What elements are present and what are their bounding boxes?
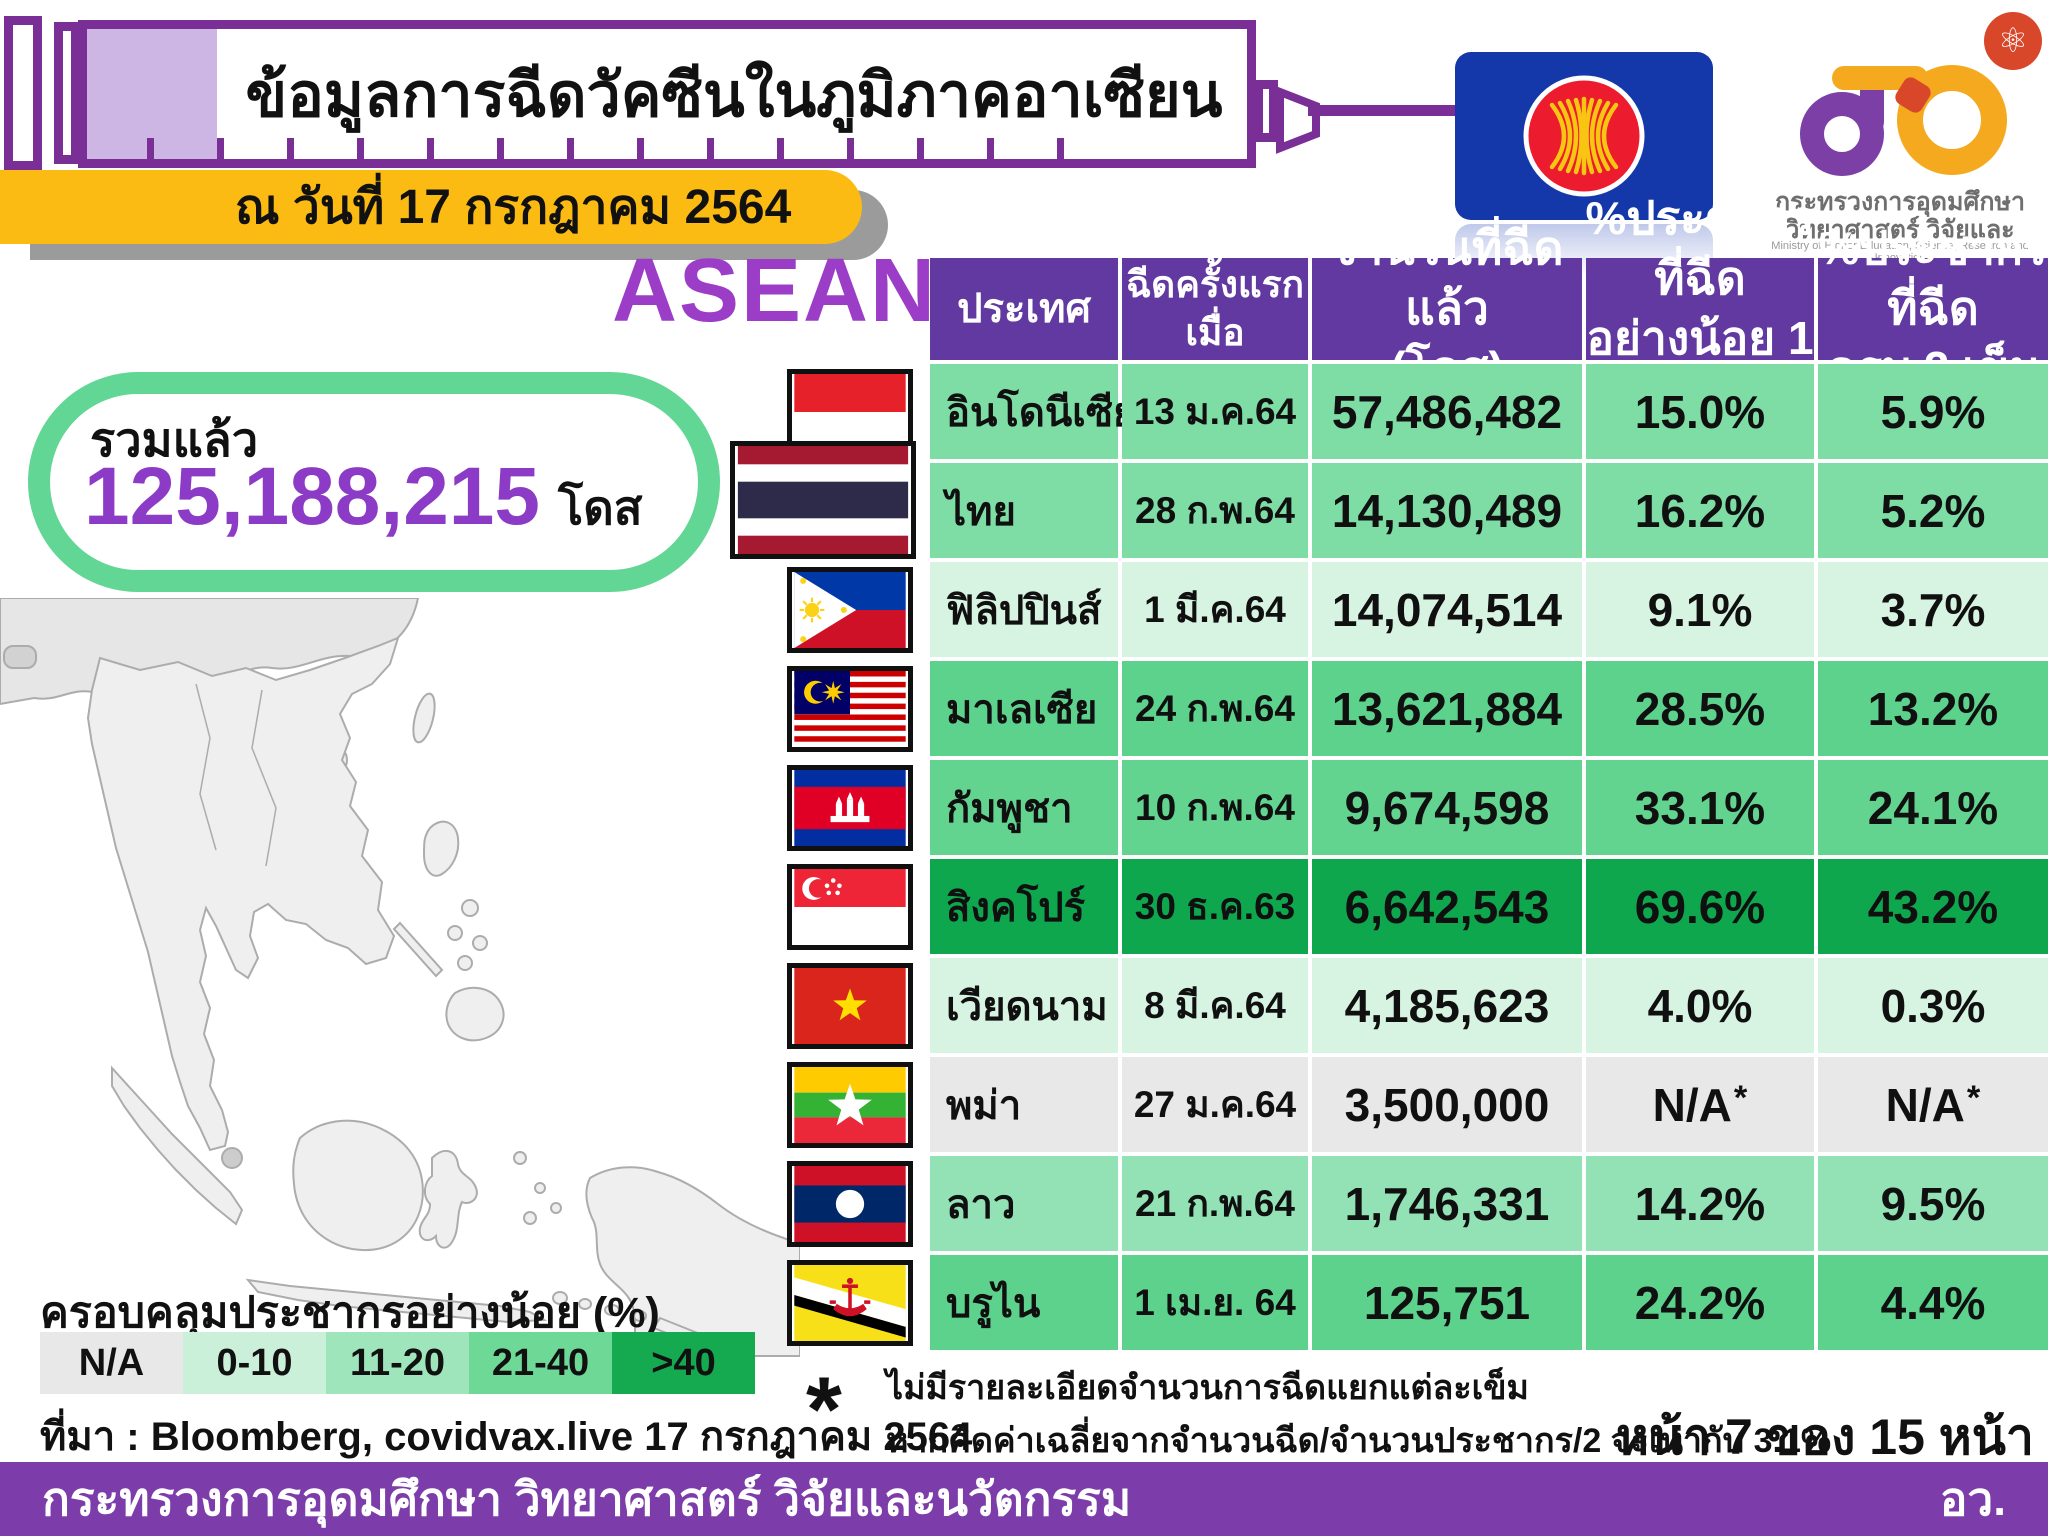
legend-band-0-10: 0-10 bbox=[183, 1332, 326, 1394]
syringe-tick bbox=[1057, 138, 1064, 159]
table-row: สิงคโปร์ 30 ธ.ค.63 6,642,543 69.6% 43.2% bbox=[930, 859, 2048, 954]
na-footnote-marker: * bbox=[1966, 1079, 1981, 1117]
syringe-plunger-inner bbox=[54, 22, 80, 164]
page-indicator: หน้า 7 ของ 15 หน้า bbox=[1615, 1409, 2034, 1465]
table-row: บรูไน 1 เม.ย. 64 125,751 24.2% 4.4% bbox=[930, 1255, 2048, 1350]
total-unit: โดส bbox=[558, 481, 643, 534]
total-doses-card: รวมแล้ว 125,188,215 โดส bbox=[28, 372, 720, 592]
asean-flag-logo bbox=[1455, 52, 1713, 220]
table-row: เวียดนาม 8 มี.ค.64 4,185,623 4.0% 0.3% bbox=[930, 958, 2048, 1053]
as-of-date-banner: ณ วันที่ 17 กรกฎาคม 2564 bbox=[0, 170, 862, 244]
syringe-barrel: ข้อมูลการฉีดวัคซีนในภูมิภาคอาเซียน bbox=[78, 20, 1256, 168]
col-header-first-dose-date: ฉีดครั้งแรก เมื่อ bbox=[1122, 258, 1308, 360]
col-header-pct-1dose: %ประชากรที่ฉีดอย่างน้อย 1 เข็ม bbox=[1585, 192, 1815, 423]
footer-ministry-abbr: อว. bbox=[1939, 1472, 2006, 1525]
syringe-tick bbox=[147, 138, 154, 159]
footer-bar: กระทรวงการอุดมศึกษา วิทยาศาสตร์ วิจัยและ… bbox=[0, 1462, 2048, 1536]
mhesi-logo-mark-icon bbox=[1800, 65, 2007, 176]
footnote-line1: ไม่มีรายละเอียดจำนวนการฉีดแยกแต่ละเข็ม bbox=[886, 1369, 1529, 1407]
syringe-needle bbox=[1308, 105, 1508, 116]
legend-band-21-40: 21-40 bbox=[469, 1332, 612, 1394]
syringe-nozzle-tip-icon bbox=[1276, 86, 1320, 154]
syringe-tick bbox=[497, 138, 504, 159]
syringe-tick bbox=[847, 138, 854, 159]
flag-myanmar-icon bbox=[785, 1057, 915, 1152]
table-row: ไทย 28 ก.พ.64 14,130,489 16.2% 5.2% bbox=[930, 463, 2048, 558]
flag-cambodia-icon bbox=[785, 760, 915, 855]
footnote: ไม่มีรายละเอียดจำนวนการฉีดแยกแต่ละเข็ม ห… bbox=[886, 1362, 1831, 1467]
syringe-tick bbox=[777, 138, 784, 159]
col-header-pct-2dose: %ประชากรที่ฉีดครบ 2 เข็ม bbox=[1818, 222, 2048, 394]
total-value-row: 125,188,215 โดส bbox=[84, 450, 642, 545]
legend-band-40plus: >40 bbox=[612, 1332, 755, 1394]
flag-philippines-icon bbox=[785, 562, 915, 657]
syringe-tick bbox=[637, 138, 644, 159]
syringe-tick bbox=[287, 138, 294, 159]
flag-thailand-icon bbox=[728, 440, 918, 559]
col-header-doses: จำนวนที่ฉีดแล้ว(โดส) bbox=[1312, 222, 1582, 394]
syringe-tick bbox=[567, 138, 574, 159]
syringe-tick bbox=[917, 138, 924, 159]
table-row: มาเลเซีย 24 ก.พ.64 13,621,884 28.5% 13.2… bbox=[930, 661, 2048, 756]
legend-band-11-20: 11-20 bbox=[326, 1332, 469, 1394]
legend-title: ครอบคลุมประชากรอย่างน้อย (%) bbox=[40, 1289, 660, 1337]
syringe-tick bbox=[217, 138, 224, 159]
legend-band-na: N/A bbox=[40, 1332, 183, 1394]
na-footnote-marker: * bbox=[1733, 1079, 1748, 1117]
total-value: 125,188,215 bbox=[84, 451, 541, 542]
source-citation: ที่มา : Bloomberg, covidvax.live 17 กรกฎ… bbox=[40, 1415, 973, 1459]
syringe-tick bbox=[707, 138, 714, 159]
table-row: ลาว 21 ก.พ.64 1,746,331 14.2% 9.5% bbox=[930, 1156, 2048, 1251]
page-title: ข้อมูลการฉีดวัคซีนในภูมิภาคอาเซียน bbox=[245, 60, 1223, 129]
flag-singapore-icon bbox=[785, 859, 915, 954]
table-row: ฟิลิปปินส์ 1 มี.ค.64 14,074,514 9.1% 3.7… bbox=[930, 562, 2048, 657]
col-header-country: ประเทศ bbox=[930, 258, 1118, 360]
table-row: อินโดนีเซีย 13 ม.ค.64 57,486,482 15.0% 5… bbox=[930, 364, 2048, 459]
table-row: พม่า 27 ม.ค.64 3,500,000 N/A * N/A * bbox=[930, 1057, 2048, 1152]
flag-malaysia-icon bbox=[785, 661, 915, 756]
syringe-plunger-outer bbox=[4, 16, 42, 170]
legend-scale: N/A 0-10 11-20 21-40 >40 bbox=[40, 1332, 755, 1394]
flag-brunei-icon bbox=[785, 1255, 915, 1350]
syringe-tick bbox=[987, 138, 994, 159]
flag-vietnam-icon bbox=[785, 958, 915, 1053]
as-of-date-text: ณ วันที่ 17 กรกฎาคม 2564 bbox=[235, 181, 792, 234]
asean-emblem-icon bbox=[1523, 75, 1645, 197]
atom-icon: ⚛ bbox=[1984, 12, 2042, 70]
footnote-line2: หากคิดค่าเฉลี่ยจากจำนวนฉีด/จำนวนประชากร/… bbox=[886, 1421, 1832, 1460]
footer-ministry-name: กระทรวงการอุดมศึกษา วิทยาศาสตร์ วิจัยและ… bbox=[42, 1472, 1132, 1525]
syringe-tick bbox=[357, 138, 364, 159]
total-label: รวมแล้ว bbox=[90, 413, 259, 466]
table-row: กัมพูชา 10 ก.พ.64 9,674,598 33.1% 24.1% bbox=[930, 760, 2048, 855]
syringe-fill bbox=[87, 29, 217, 159]
southeast-asia-map bbox=[0, 598, 800, 1357]
syringe-tick bbox=[427, 138, 434, 159]
footnote-asterisk: * bbox=[806, 1359, 842, 1461]
flag-laos-icon bbox=[785, 1156, 915, 1251]
region-label: ASEAN bbox=[612, 241, 938, 341]
ministry-name-line1: กระทรวงการอุดมศึกษา bbox=[1775, 188, 2025, 216]
syringe-nozzle bbox=[1254, 80, 1278, 142]
